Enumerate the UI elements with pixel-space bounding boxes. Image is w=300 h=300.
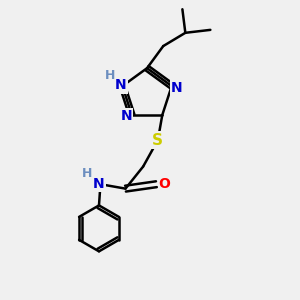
Text: S: S	[152, 133, 164, 148]
Text: N: N	[115, 79, 127, 92]
Text: H: H	[105, 69, 115, 82]
Text: H: H	[82, 167, 92, 180]
Text: N: N	[121, 110, 132, 124]
Text: N: N	[171, 80, 183, 94]
Text: N: N	[93, 177, 105, 191]
Text: O: O	[159, 177, 171, 191]
